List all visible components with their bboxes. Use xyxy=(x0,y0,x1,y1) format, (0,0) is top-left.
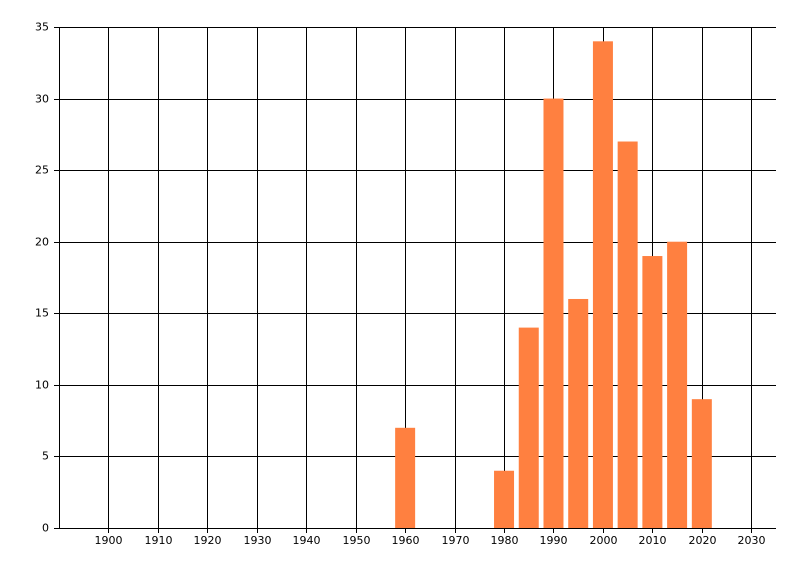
x-tick-label: 1910 xyxy=(145,534,173,547)
y-tick-label: 35 xyxy=(35,21,49,34)
x-tick-label: 1920 xyxy=(194,534,222,547)
x-tick-label: 1980 xyxy=(491,534,519,547)
y-tick-label: 30 xyxy=(35,93,49,106)
x-tick-label: 1990 xyxy=(540,534,568,547)
y-tick-label: 0 xyxy=(42,522,49,535)
x-tick-label: 1970 xyxy=(442,534,470,547)
x-tick-label: 1900 xyxy=(95,534,123,547)
bar xyxy=(592,41,613,529)
bar xyxy=(667,241,688,528)
x-tick-label: 2010 xyxy=(639,534,667,547)
y-tick-label: 25 xyxy=(35,164,49,177)
bar xyxy=(568,298,589,528)
x-tick-label: 1950 xyxy=(343,534,371,547)
bar xyxy=(518,327,539,528)
y-tick-label: 5 xyxy=(42,450,49,463)
x-tick-label: 1930 xyxy=(244,534,272,547)
y-tick-label: 20 xyxy=(35,236,49,249)
bar xyxy=(543,98,564,529)
y-tick-label: 15 xyxy=(35,307,49,320)
x-tick-label: 2000 xyxy=(590,534,618,547)
x-tick-label: 1960 xyxy=(392,534,420,547)
bar xyxy=(642,256,663,528)
x-tick-label: 1940 xyxy=(293,534,321,547)
bar xyxy=(494,470,515,528)
x-tick-label: 2030 xyxy=(738,534,766,547)
bar xyxy=(395,427,416,528)
bar xyxy=(617,141,638,528)
bar xyxy=(691,399,712,528)
y-tick-label: 10 xyxy=(35,379,49,392)
x-tick-label: 2020 xyxy=(689,534,717,547)
